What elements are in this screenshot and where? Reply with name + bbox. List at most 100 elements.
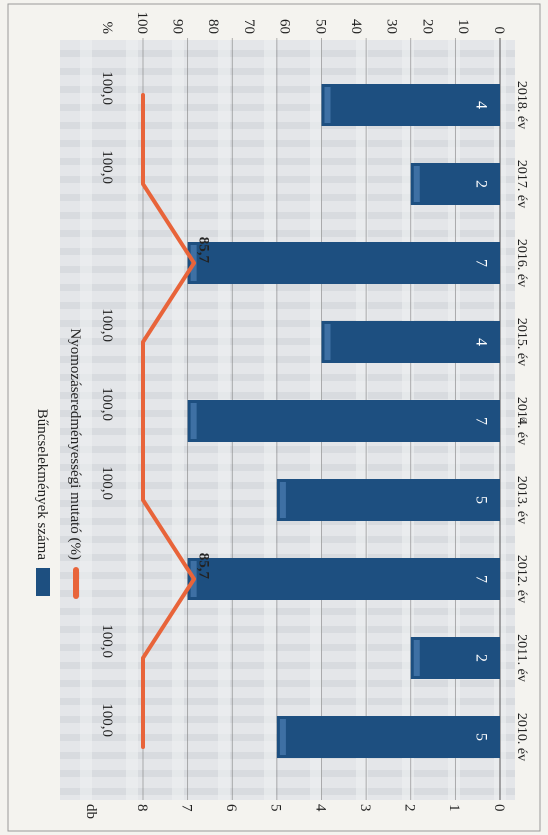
bar-highlight — [279, 482, 286, 518]
photo-stripe — [60, 788, 515, 795]
category-label: 2016. év — [514, 239, 529, 287]
photo-stripe — [60, 446, 515, 453]
left-axis-tick-label: 3 — [357, 804, 373, 812]
photo-stripe — [60, 608, 515, 615]
bar — [321, 84, 500, 126]
bar-value-label: 7 — [472, 417, 489, 425]
chart-box — [7, 3, 541, 832]
left-axis-tick-label: 6 — [223, 804, 239, 812]
photo-stripe — [60, 536, 515, 543]
left-axis-tick-label: 5 — [268, 804, 284, 812]
category-label: 2012. év — [514, 555, 529, 603]
photo-stripe — [60, 212, 515, 219]
bar-value-label: 5 — [472, 733, 489, 741]
legend-swatch-bars — [36, 568, 50, 596]
right-axis-tick-label: 30 — [384, 19, 400, 34]
line-value-label: 100,0 — [99, 624, 115, 658]
photo-column — [80, 40, 92, 800]
bar — [187, 400, 500, 442]
photo-stripe — [60, 662, 515, 669]
photo-stripe — [60, 464, 515, 471]
bar-highlight — [279, 719, 286, 755]
bar-highlight — [190, 403, 197, 439]
photo-stripe — [60, 392, 515, 399]
photo-stripe — [60, 194, 515, 201]
photo-stripe — [60, 104, 515, 111]
left-axis-label: db — [83, 804, 99, 819]
photo-stripe — [60, 284, 515, 291]
bar — [187, 558, 500, 600]
photo-stripe — [60, 554, 515, 561]
photo-stripe — [60, 302, 515, 309]
bar — [321, 321, 500, 363]
right-axis-label: % — [99, 22, 115, 35]
bar — [276, 479, 500, 521]
bar-value-label: 7 — [472, 259, 489, 267]
photo-column — [126, 40, 138, 800]
category-label: 2011. év — [514, 634, 529, 682]
bar-highlight — [324, 324, 331, 360]
left-axis-tick-label: 7 — [178, 804, 194, 812]
line-value-label: 100,0 — [99, 387, 115, 421]
photo-stripe — [60, 374, 515, 381]
bar — [187, 242, 500, 284]
bar-value-label: 5 — [472, 496, 489, 504]
photo-stripe — [60, 230, 515, 237]
series-line — [141, 93, 197, 749]
right-axis-tick-label: 50 — [312, 19, 328, 34]
line-value-label: 100,0 — [99, 71, 115, 105]
photo-stripe — [60, 626, 515, 633]
line-value-label: 100,0 — [99, 703, 115, 737]
bar — [410, 163, 500, 205]
legend-label-bars: Bűncselekmények száma — [34, 409, 50, 561]
line-value-label: 100,0 — [99, 466, 115, 500]
photo-stripe — [60, 86, 515, 93]
photo-stripe — [60, 50, 515, 57]
bar-value-label: 2 — [472, 654, 489, 662]
bar-highlight — [324, 87, 331, 123]
line-value-label: 100,0 — [99, 150, 115, 184]
left-axis-tick-label: 4 — [312, 804, 328, 812]
photo-stripe — [60, 320, 515, 327]
photo-column — [172, 40, 184, 800]
bar-value-label: 7 — [472, 575, 489, 583]
category-label: 2018. év — [514, 81, 529, 129]
right-axis-tick-label: 20 — [419, 19, 435, 34]
photo-stripe — [60, 338, 515, 345]
left-axis-tick-label: 2 — [402, 804, 418, 812]
category-label: 2010. év — [514, 713, 529, 761]
legend: Bűncselekmények száma Nyomozáseredményess… — [34, 328, 83, 599]
right-axis-tick-label: 60 — [277, 19, 293, 34]
line-value-label: 100,0 — [99, 308, 115, 342]
category-label: 2014. év — [514, 397, 529, 445]
bar-value-label: 4 — [472, 338, 489, 346]
right-axis-tick-label: 0 — [491, 27, 507, 35]
left-axis-tick-label: 1 — [446, 804, 462, 812]
bar-highlight — [413, 166, 420, 202]
photo-stripe — [60, 68, 515, 75]
photo-stripe — [60, 770, 515, 777]
photo-stripe — [60, 140, 515, 147]
category-label: 2017. év — [514, 160, 529, 208]
photo-stripe — [60, 176, 515, 183]
right-axis-tick-label: 70 — [241, 19, 257, 34]
line-value-label: 85,7 — [196, 553, 212, 580]
photo-stripe — [60, 680, 515, 687]
bar-value-label: 4 — [472, 101, 489, 109]
photo-stripe — [60, 698, 515, 705]
page-mark: 6. — [517, 417, 529, 426]
right-axis-tick-label: 100 — [134, 12, 150, 35]
right-axis-tick-label: 40 — [348, 19, 364, 34]
bar — [276, 716, 500, 758]
photo-stripe — [60, 356, 515, 363]
bar — [410, 637, 500, 679]
right-axis-tick-label: 90 — [169, 19, 185, 34]
photo-stripe — [60, 518, 515, 525]
bar-value-label: 2 — [472, 180, 489, 188]
left-axis-tick-label: 0 — [491, 804, 507, 812]
category-label: 2015. év — [514, 318, 529, 366]
right-axis-tick-label: 80 — [205, 19, 221, 34]
photo-stripe — [60, 158, 515, 165]
